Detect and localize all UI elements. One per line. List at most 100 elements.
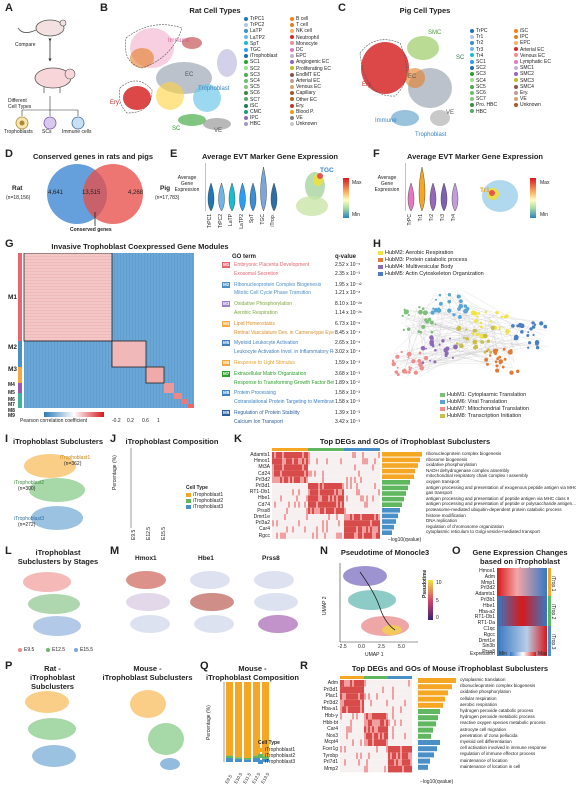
legend-item: NK cell (290, 28, 331, 34)
network-node (484, 357, 489, 362)
heatmap-cell (372, 765, 374, 773)
heatmap-cell (382, 699, 384, 707)
heatmap-cell (402, 686, 404, 694)
heatmap-cell (382, 752, 384, 760)
heatmap-cell (276, 452, 278, 459)
heatmap-cell (298, 476, 300, 483)
violin-shape (239, 182, 246, 212)
heatmap-cell (362, 464, 364, 471)
q-stage-0: E9.5 (224, 773, 233, 785)
e-colorbar-max: Max (352, 180, 362, 186)
network-node (421, 324, 426, 329)
legend-item: Ery. (514, 90, 551, 96)
heatmap-cell (330, 464, 332, 471)
g-q-value: 1.58 x 10⁻³ (335, 390, 360, 397)
heatmap-cell (280, 470, 282, 477)
legend-label: Ery. (296, 102, 305, 109)
network-node (535, 342, 539, 346)
heatmap-cell (364, 507, 366, 514)
network-edge (448, 327, 490, 357)
g-q-value: 3.68 x 10⁻³ (335, 370, 360, 377)
heatmap-cell (324, 501, 326, 508)
heatmap-cell (410, 732, 412, 740)
g-tick-2: 0.2 (127, 418, 134, 424)
heatmap-cell (294, 470, 296, 477)
heatmap-cell (388, 686, 390, 694)
heatmap-cell (278, 489, 280, 496)
heatmap-cell (376, 501, 378, 508)
heatmap-cell (400, 719, 402, 727)
heatmap-cell (348, 514, 350, 521)
legend-label: iTrophoblast1 (265, 747, 296, 753)
k-gene: Mt3A (258, 464, 270, 471)
o-colorbar (510, 652, 536, 656)
panel-label-e: E (170, 148, 178, 160)
heatmap-cell (342, 746, 344, 753)
heatmap-cell (386, 680, 388, 687)
o-gene: Hbe1 (483, 602, 495, 609)
heatmap-cell (340, 746, 342, 753)
heatmap-cell (398, 739, 400, 746)
legend-label: Tr1 (476, 34, 484, 41)
heatmap-cell (288, 489, 290, 496)
heatmap-cell (356, 501, 358, 508)
stack-segment (253, 682, 261, 756)
panel-label-f: F (373, 148, 380, 160)
heatmap-cell (358, 489, 360, 496)
heatmap-cell (404, 732, 406, 740)
heatmap-cell (308, 489, 310, 496)
heatmap-cell (322, 532, 324, 539)
heatmap-cell (314, 483, 316, 490)
heatmap-cell (356, 693, 358, 700)
network-node (447, 308, 452, 313)
heatmap-cell (378, 501, 380, 508)
legend-label: Blood P. (296, 109, 315, 116)
heatmap-cell (336, 464, 338, 471)
heatmap-cell (292, 532, 294, 539)
hub-legend-item: HubM8: Transcription Initiation (440, 413, 529, 420)
heatmap-cell (278, 526, 280, 533)
heatmap-cell (350, 746, 352, 753)
heatmap-cell (312, 489, 314, 496)
heatmap-cell (378, 686, 380, 694)
heatmap-cell (354, 739, 356, 746)
i-label-2: iTrophoblast2 (14, 480, 45, 486)
heatmap-cell (372, 452, 374, 459)
heatmap-cell (374, 520, 376, 527)
e-cat-5: TGC (259, 214, 266, 225)
heatmap-cell (300, 452, 302, 459)
legend-swatch (290, 103, 294, 108)
r-go-barplot (418, 678, 456, 770)
i-label-3: iTrophoblast3 (14, 516, 45, 522)
heatmap-cell (316, 507, 318, 514)
heatmap-cell (374, 739, 376, 746)
legend-item: Proliferating EC (290, 66, 331, 72)
network-node (505, 333, 508, 336)
e-cat-3: LaTP2 (238, 214, 245, 229)
heatmap-cell (356, 699, 358, 707)
heatmap-cell (302, 514, 304, 521)
heatmap-cell (362, 686, 364, 694)
legend-label: Other EC (296, 96, 317, 103)
heatmap-cell (350, 765, 352, 773)
r-gene: Plac1 (325, 693, 338, 700)
heatmap-cell (348, 739, 350, 746)
go-bar (418, 696, 445, 702)
heatmap-cell (276, 464, 278, 471)
go-bar (418, 709, 440, 714)
heatmap-cell (328, 526, 330, 533)
heatmap-cell (394, 732, 396, 740)
heatmap-cell (310, 514, 312, 521)
panel-r-title: Top DEGs and GOs of Mouse iTrophoblast S… (351, 664, 549, 673)
heatmap-cell (364, 489, 366, 496)
heatmap-cell (370, 693, 372, 700)
heatmap-cell (344, 726, 346, 733)
g-q-value: 1.39 x 10⁻³ (335, 410, 360, 416)
g-go-term: Response to Transforming Growth Factor B… (234, 379, 334, 386)
heatmap-cell (396, 732, 398, 740)
heatmap-cell (376, 752, 378, 760)
heatmap-cell (402, 759, 404, 766)
o-scale-min: Min (499, 651, 508, 657)
g-go-term: Lipid Homeostasis (234, 320, 275, 327)
heatmap-cell (376, 495, 378, 502)
